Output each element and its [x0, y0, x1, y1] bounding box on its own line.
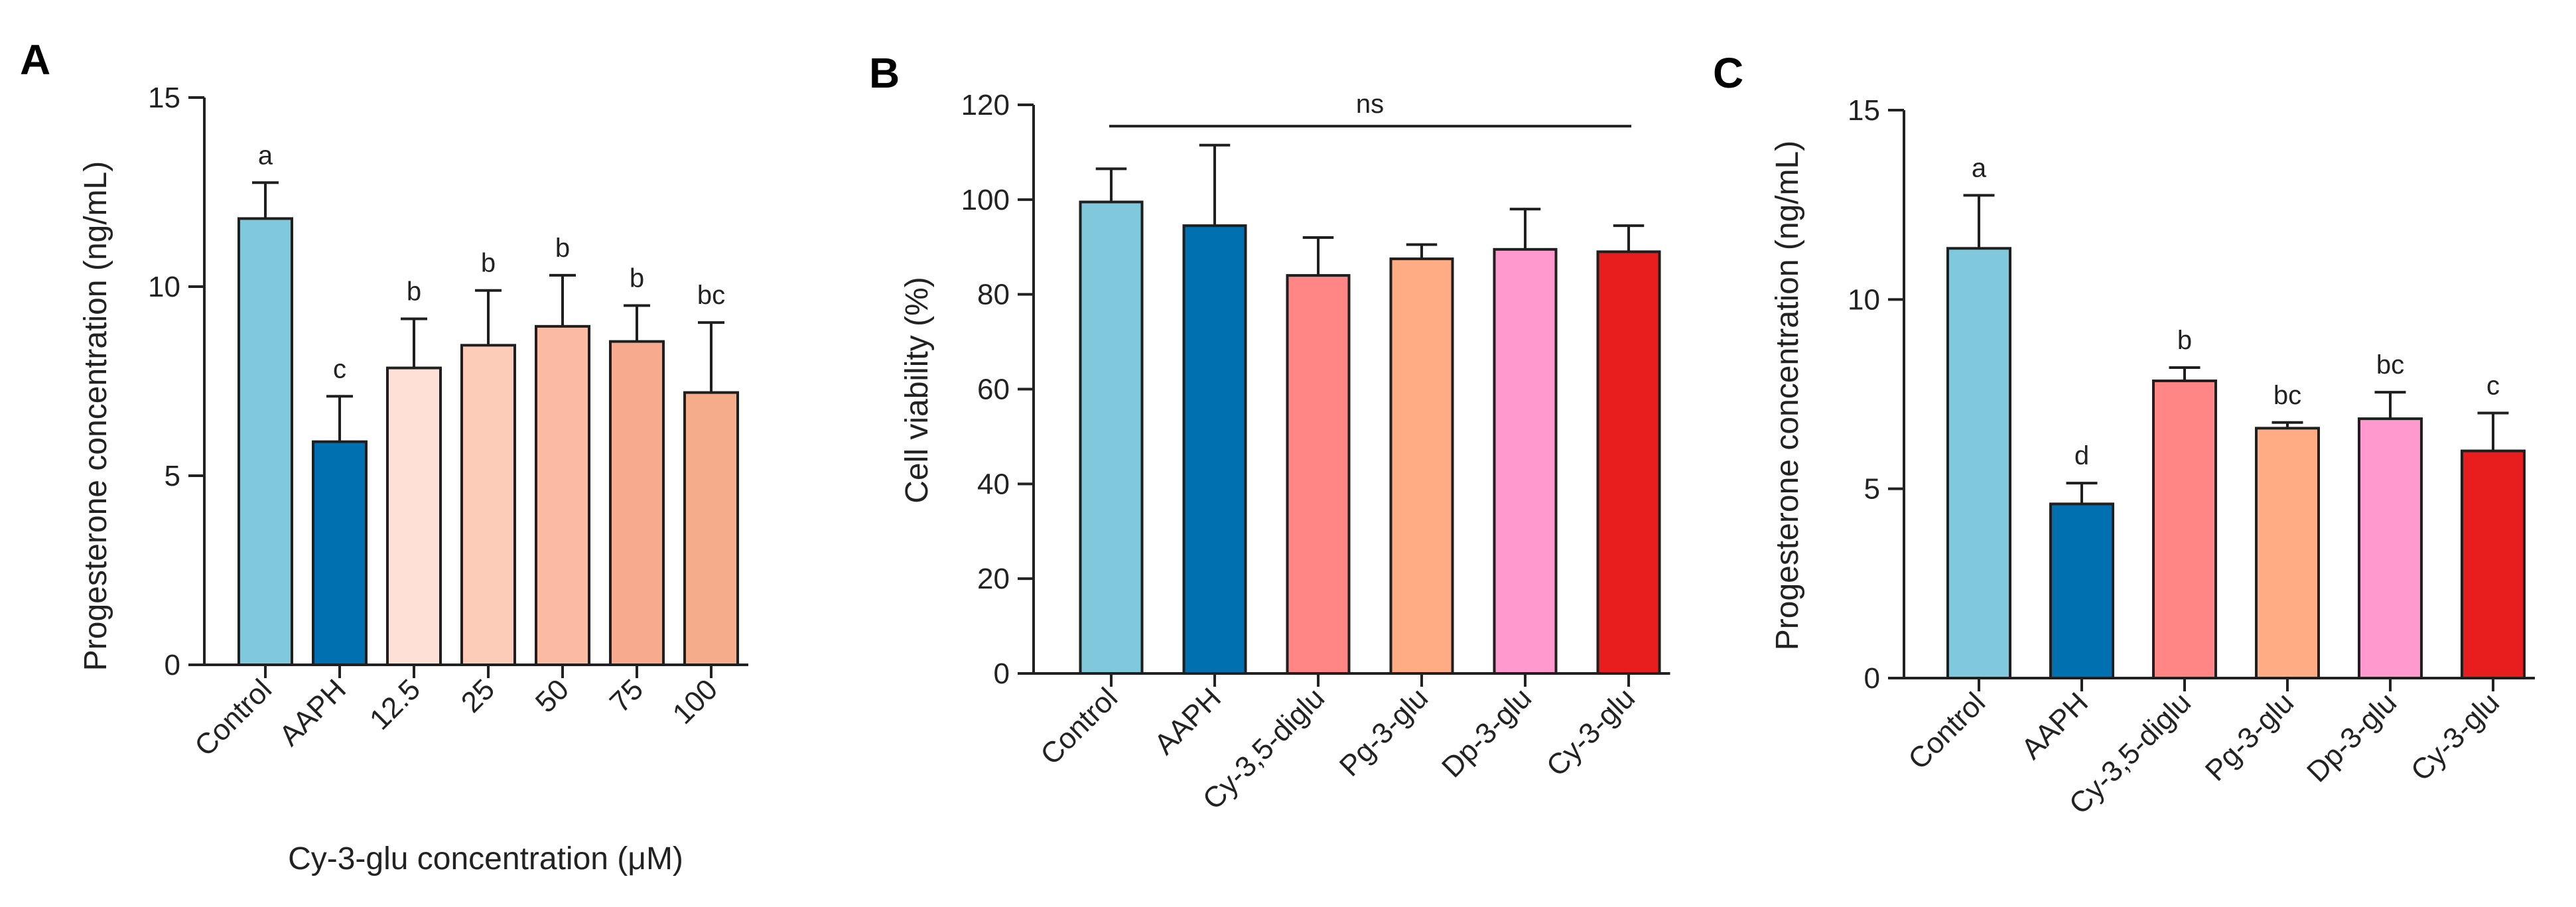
- panel-c-bar: [2358, 417, 2423, 679]
- panel-c-marks: 051015ControlaAAPHdCy-3,5-diglubPg-3-glu…: [1848, 94, 2535, 821]
- panel-b-bar: [1286, 274, 1351, 675]
- panel-b-x-tick-label: Control: [1034, 681, 1124, 771]
- panel-b-y-tick-label: 20: [977, 563, 1010, 595]
- panel-a-significance-label: b: [555, 234, 570, 263]
- panel-c-y-axis-title: Progesterone concentration (ng/mL): [1770, 141, 1805, 650]
- panel-c-y-tick-label: 10: [1848, 283, 1880, 316]
- panel-a-x-axis-title: Cy-3-glu concentration (μM): [288, 841, 683, 876]
- panel-b-bar: [1389, 257, 1454, 675]
- panel-a-bar: [683, 391, 739, 666]
- panel-b-ns-annotation: ns: [1356, 90, 1384, 119]
- panel-c-bar: [1946, 247, 2011, 679]
- panel-c-x-tick-label: Cy-3-glu: [2405, 686, 2506, 787]
- panel-b-y-tick-label: 80: [977, 279, 1010, 311]
- panel-a-significance-label: a: [258, 141, 273, 170]
- panel-c-y-tick-label: 15: [1848, 94, 1880, 127]
- panel-c-significance-label: bc: [2376, 350, 2404, 380]
- panel-b-y-tick-label: 120: [961, 89, 1010, 121]
- panel-a-x-tick-label: 100: [667, 673, 724, 731]
- panel-a-y-tick-label: 5: [165, 460, 180, 492]
- panel-c-letter: C: [1713, 49, 1743, 97]
- panel-c-bar: [2152, 380, 2217, 679]
- panel-c-significance-label: b: [2177, 326, 2192, 355]
- panel-c-significance-label: a: [1972, 153, 1987, 182]
- panel-a-significance-label: c: [333, 354, 346, 384]
- panel-a-bar: [460, 344, 516, 666]
- panel-b-bar: [1596, 250, 1661, 675]
- panel-c-y-tick-label: 5: [1864, 473, 1880, 506]
- panel-a-bar: [386, 366, 442, 666]
- panel-b-bar: [1182, 224, 1247, 675]
- panel-a-x-tick-label: AAPH: [273, 673, 352, 752]
- panel-c-significance-label: bc: [2273, 381, 2301, 410]
- panel-b-bar: [1079, 200, 1144, 675]
- panel-a-significance-label: b: [481, 249, 496, 278]
- panel-c: C Progesterone concentration (ng/mL) 0 5 1…: [1713, 49, 2535, 821]
- panel-b-x-tick-label: Dp-3-glu: [1436, 681, 1538, 784]
- panel-a-y-tick-label: 0: [165, 649, 180, 681]
- panel-a-x-tick-label: 75: [604, 673, 649, 719]
- panel-a-y-axis-title: Progesterone concentration (ng/mL): [78, 161, 113, 671]
- panel-a-x-tick-label: 12.5: [364, 673, 427, 736]
- panel-a-letter: A: [20, 36, 50, 84]
- panel-b-y-tick-label: 40: [977, 468, 1010, 500]
- panel-b-x-tick-label: Pg-3-glu: [1333, 681, 1434, 782]
- panel-a-bar: [312, 440, 368, 666]
- panel-a-y-tick-label: 15: [148, 82, 180, 114]
- panel-b: B Cell viability (%) 0 20 40 60 80 100 120 Cont…: [869, 49, 1670, 816]
- panel-b-y-tick-label: 100: [961, 184, 1010, 216]
- panel-a-bar: [609, 340, 665, 667]
- panel-a-marks: 0 5 10 15 Control a AAPH c 12.5 b 25 b 50 b 75 b 100 bc: [148, 82, 748, 762]
- panel-a: A Progesterone concentration (ng/mL) Cy-…: [20, 36, 748, 876]
- panel-c-bar: [2049, 502, 2114, 679]
- panel-c-x-tick-label: Dp-3-glu: [2301, 686, 2403, 788]
- panel-c-significance-label: c: [2486, 372, 2500, 401]
- panel-a-x-tick-label: 25: [455, 673, 501, 719]
- panel-b-y-tick-label: 0: [994, 658, 1010, 690]
- panel-c-y-tick-label: 0: [1864, 662, 1880, 695]
- panel-a-x-tick-label: 50: [529, 673, 575, 719]
- panel-c-x-tick-label: Control: [1902, 686, 1992, 776]
- panel-b-letter: B: [869, 49, 900, 97]
- panel-c-x-tick-label: Pg-3-glu: [2199, 686, 2300, 787]
- panel-c-bar: [2461, 449, 2526, 679]
- panel-a-bar: [535, 324, 590, 666]
- panel-b-y-tick-label: 60: [977, 374, 1010, 406]
- panel-b-x-tick-label: AAPH: [1148, 681, 1227, 760]
- panel-b-bar: [1493, 247, 1558, 675]
- panel-c-significance-label: d: [2074, 441, 2089, 470]
- panel-b-x-tick-label: Cy-3-glu: [1540, 681, 1641, 782]
- panel-c-x-tick-label: AAPH: [2015, 686, 2094, 765]
- panel-a-y-tick-label: 10: [148, 271, 180, 303]
- panel-a-significance-label: bc: [697, 281, 725, 310]
- panel-a-significance-label: b: [630, 264, 644, 293]
- panel-b-y-axis-title: Cell viability (%): [900, 277, 935, 503]
- panel-a-significance-label: b: [407, 277, 421, 306]
- panel-a-bar: [237, 217, 293, 666]
- panel-a-x-tick-label: Control: [188, 673, 278, 762]
- panel-c-bar: [2255, 427, 2320, 679]
